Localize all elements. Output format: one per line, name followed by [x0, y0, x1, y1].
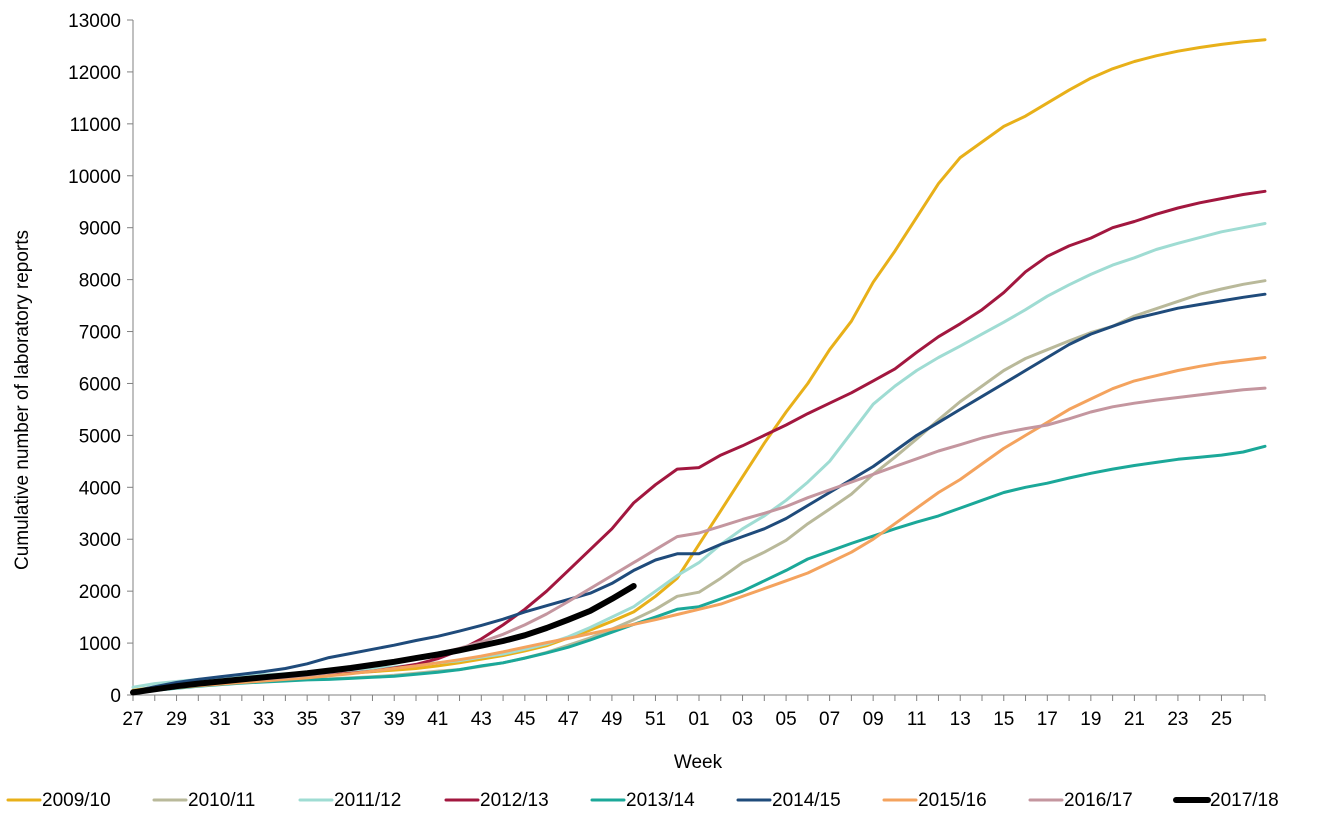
- x-tick-label: 01: [688, 709, 709, 730]
- series-line-2017-18: [130, 583, 637, 696]
- y-tick-label: 0: [110, 686, 121, 707]
- y-tick-label: 8000: [79, 271, 121, 292]
- x-tick-label: 49: [601, 709, 622, 730]
- y-axis: 0 1000 2000 3000 4000 5000 6000 7000 8000 9000 100…: [68, 11, 134, 707]
- y-tick-label: 13000: [68, 11, 121, 32]
- series-line-2012-13: [131, 189, 1267, 694]
- x-tick-label: 17: [1037, 709, 1058, 730]
- x-tick-label: 45: [514, 709, 535, 730]
- x-tick-label: 43: [471, 709, 492, 730]
- y-tick-label: 6000: [79, 374, 121, 395]
- x-tick-label: 23: [1167, 709, 1188, 730]
- legend-label: 2016/17: [1064, 790, 1133, 811]
- x-tick-label: 03: [732, 709, 753, 730]
- y-tick-label: 2000: [79, 582, 121, 603]
- legend-label: 2017/18: [1210, 790, 1279, 811]
- legend-label: 2010/11: [188, 790, 255, 811]
- x-tick-label: 31: [210, 709, 231, 730]
- x-tick-label: 33: [253, 709, 274, 730]
- legend-label: 2009/10: [42, 790, 111, 811]
- x-tick-label: 39: [384, 709, 405, 730]
- legend-label: 2013/14: [626, 790, 695, 811]
- x-tick-label: 25: [1211, 709, 1232, 730]
- legend-label: 2011/12: [334, 790, 401, 811]
- y-tick-label: 5000: [79, 426, 121, 447]
- legend-label: 2015/16: [918, 790, 987, 811]
- x-tick-label: 11: [907, 709, 927, 730]
- y-tick-label: 7000: [79, 323, 121, 344]
- x-axis: 27 29 31 33 35 37 39 41 43 45 47 49 51 01 03 05 07 09 11 13…: [122, 694, 1266, 730]
- x-tick-label: 47: [558, 709, 579, 730]
- y-tick-label: 9000: [79, 219, 121, 240]
- x-tick-label: 27: [122, 709, 143, 730]
- series-line-2015-16: [131, 356, 1267, 694]
- y-tick-label: 11000: [70, 115, 121, 136]
- x-axis-label: Week: [674, 752, 723, 773]
- series-line-2013-14: [131, 444, 1267, 695]
- x-tick-label: 13: [950, 709, 971, 730]
- x-tick-label: 05: [776, 709, 797, 730]
- y-tick-label: 12000: [68, 63, 121, 84]
- y-tick-label: 10000: [68, 167, 121, 188]
- x-tick-label: 41: [427, 709, 448, 730]
- y-tick-label: 3000: [79, 530, 121, 551]
- series-lines: [130, 38, 1267, 696]
- x-tick-label: 35: [297, 709, 318, 730]
- y-axis-label: Cumulative number of laboratory reports: [12, 230, 33, 570]
- y-tick-label: 1000: [79, 634, 121, 655]
- legend: 2009/10 2010/11 2011/12 2012/13 2013/14 2014/…: [6, 790, 1279, 811]
- x-tick-label: 15: [993, 709, 1014, 730]
- x-tick-label: 37: [340, 709, 361, 730]
- x-tick-label: 21: [1124, 709, 1145, 730]
- legend-label: 2012/13: [480, 790, 549, 811]
- x-tick-label: 51: [645, 709, 666, 730]
- y-tick-label: 4000: [79, 478, 121, 499]
- series-line-2011-12: [131, 222, 1267, 689]
- series-line-2016-17: [131, 386, 1267, 694]
- x-tick-label: 29: [166, 709, 187, 730]
- legend-label: 2014/15: [772, 790, 841, 811]
- series-line-2010-11: [131, 279, 1267, 694]
- x-tick-label: 09: [863, 709, 884, 730]
- series-line-2014-15: [131, 292, 1267, 693]
- x-tick-label: 07: [819, 709, 840, 730]
- x-tick-label: 19: [1080, 709, 1101, 730]
